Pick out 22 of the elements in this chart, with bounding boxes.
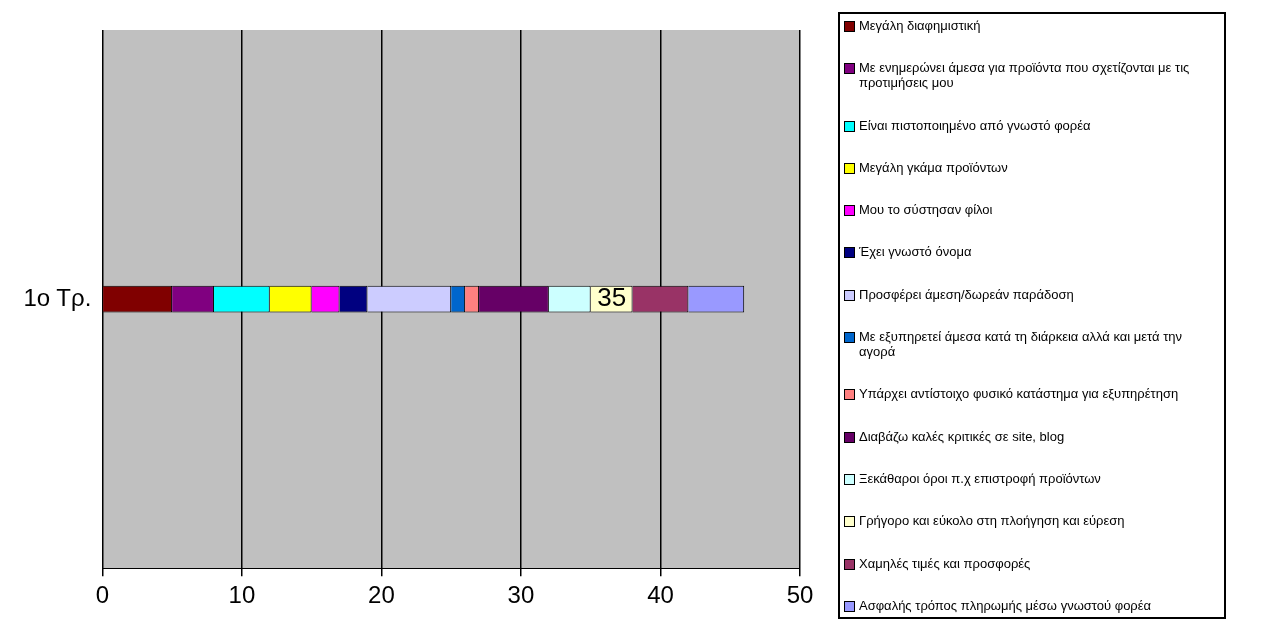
x-tick-label: 40 — [647, 581, 674, 609]
annotation: 35 — [597, 282, 627, 313]
x-tick-label: 30 — [507, 581, 535, 609]
legend-label: Προσφέρει άμεση/δωρεάν παράδοση — [859, 286, 1074, 302]
x-tick-label: 20 — [368, 581, 395, 609]
y-tick-label: 1ο Τρ. — [23, 283, 92, 311]
legend-label: Διαβάζω καλές κριτικές σε site, blog — [859, 428, 1065, 444]
legend-label: Υπάρχει αντίστοιχο φυσικό κατάστημα για εξυπηρέτηση — [859, 386, 1179, 402]
legend-label: Με εξυπηρετεί άμεσα κατά τη διάρκεια αλλά και μετά την αγορά — [859, 329, 1184, 360]
legend-label: Ασφαλής τρόπος πληρωμής μέσω γνωστού φορέα — [859, 597, 1152, 613]
x-tick-label: 50 — [786, 581, 814, 609]
legend-label: Ξεκάθαροι όροι π.χ επιστροφή προϊόντων — [859, 470, 1101, 486]
legend-label: Γρήγορο και εύκολο στη πλοήγηση και εύρεση — [859, 513, 1125, 529]
legend-label: Μεγάλη γκάμα προϊόντων — [859, 159, 1008, 175]
legend-label: Είναι πιστοποιημένο από γνωστό φορέα — [859, 117, 1091, 133]
legend-label: Χαμηλές τιμές και προσφορές — [859, 555, 1031, 571]
legend-label: Έχει γνωστό όνομα — [859, 244, 972, 260]
legend-label: Με ενημερώνει άμεσα για προϊόντα που σχετίζονται με τις προτιμήσεις μου — [859, 60, 1191, 91]
x-tick-label: 10 — [228, 581, 256, 609]
legend-label: Μου το σύστησαν φίλοι — [859, 202, 993, 218]
x-tick-label: 0 — [95, 581, 110, 609]
legend-label: Μεγάλη διαφημιστική — [859, 18, 981, 33]
